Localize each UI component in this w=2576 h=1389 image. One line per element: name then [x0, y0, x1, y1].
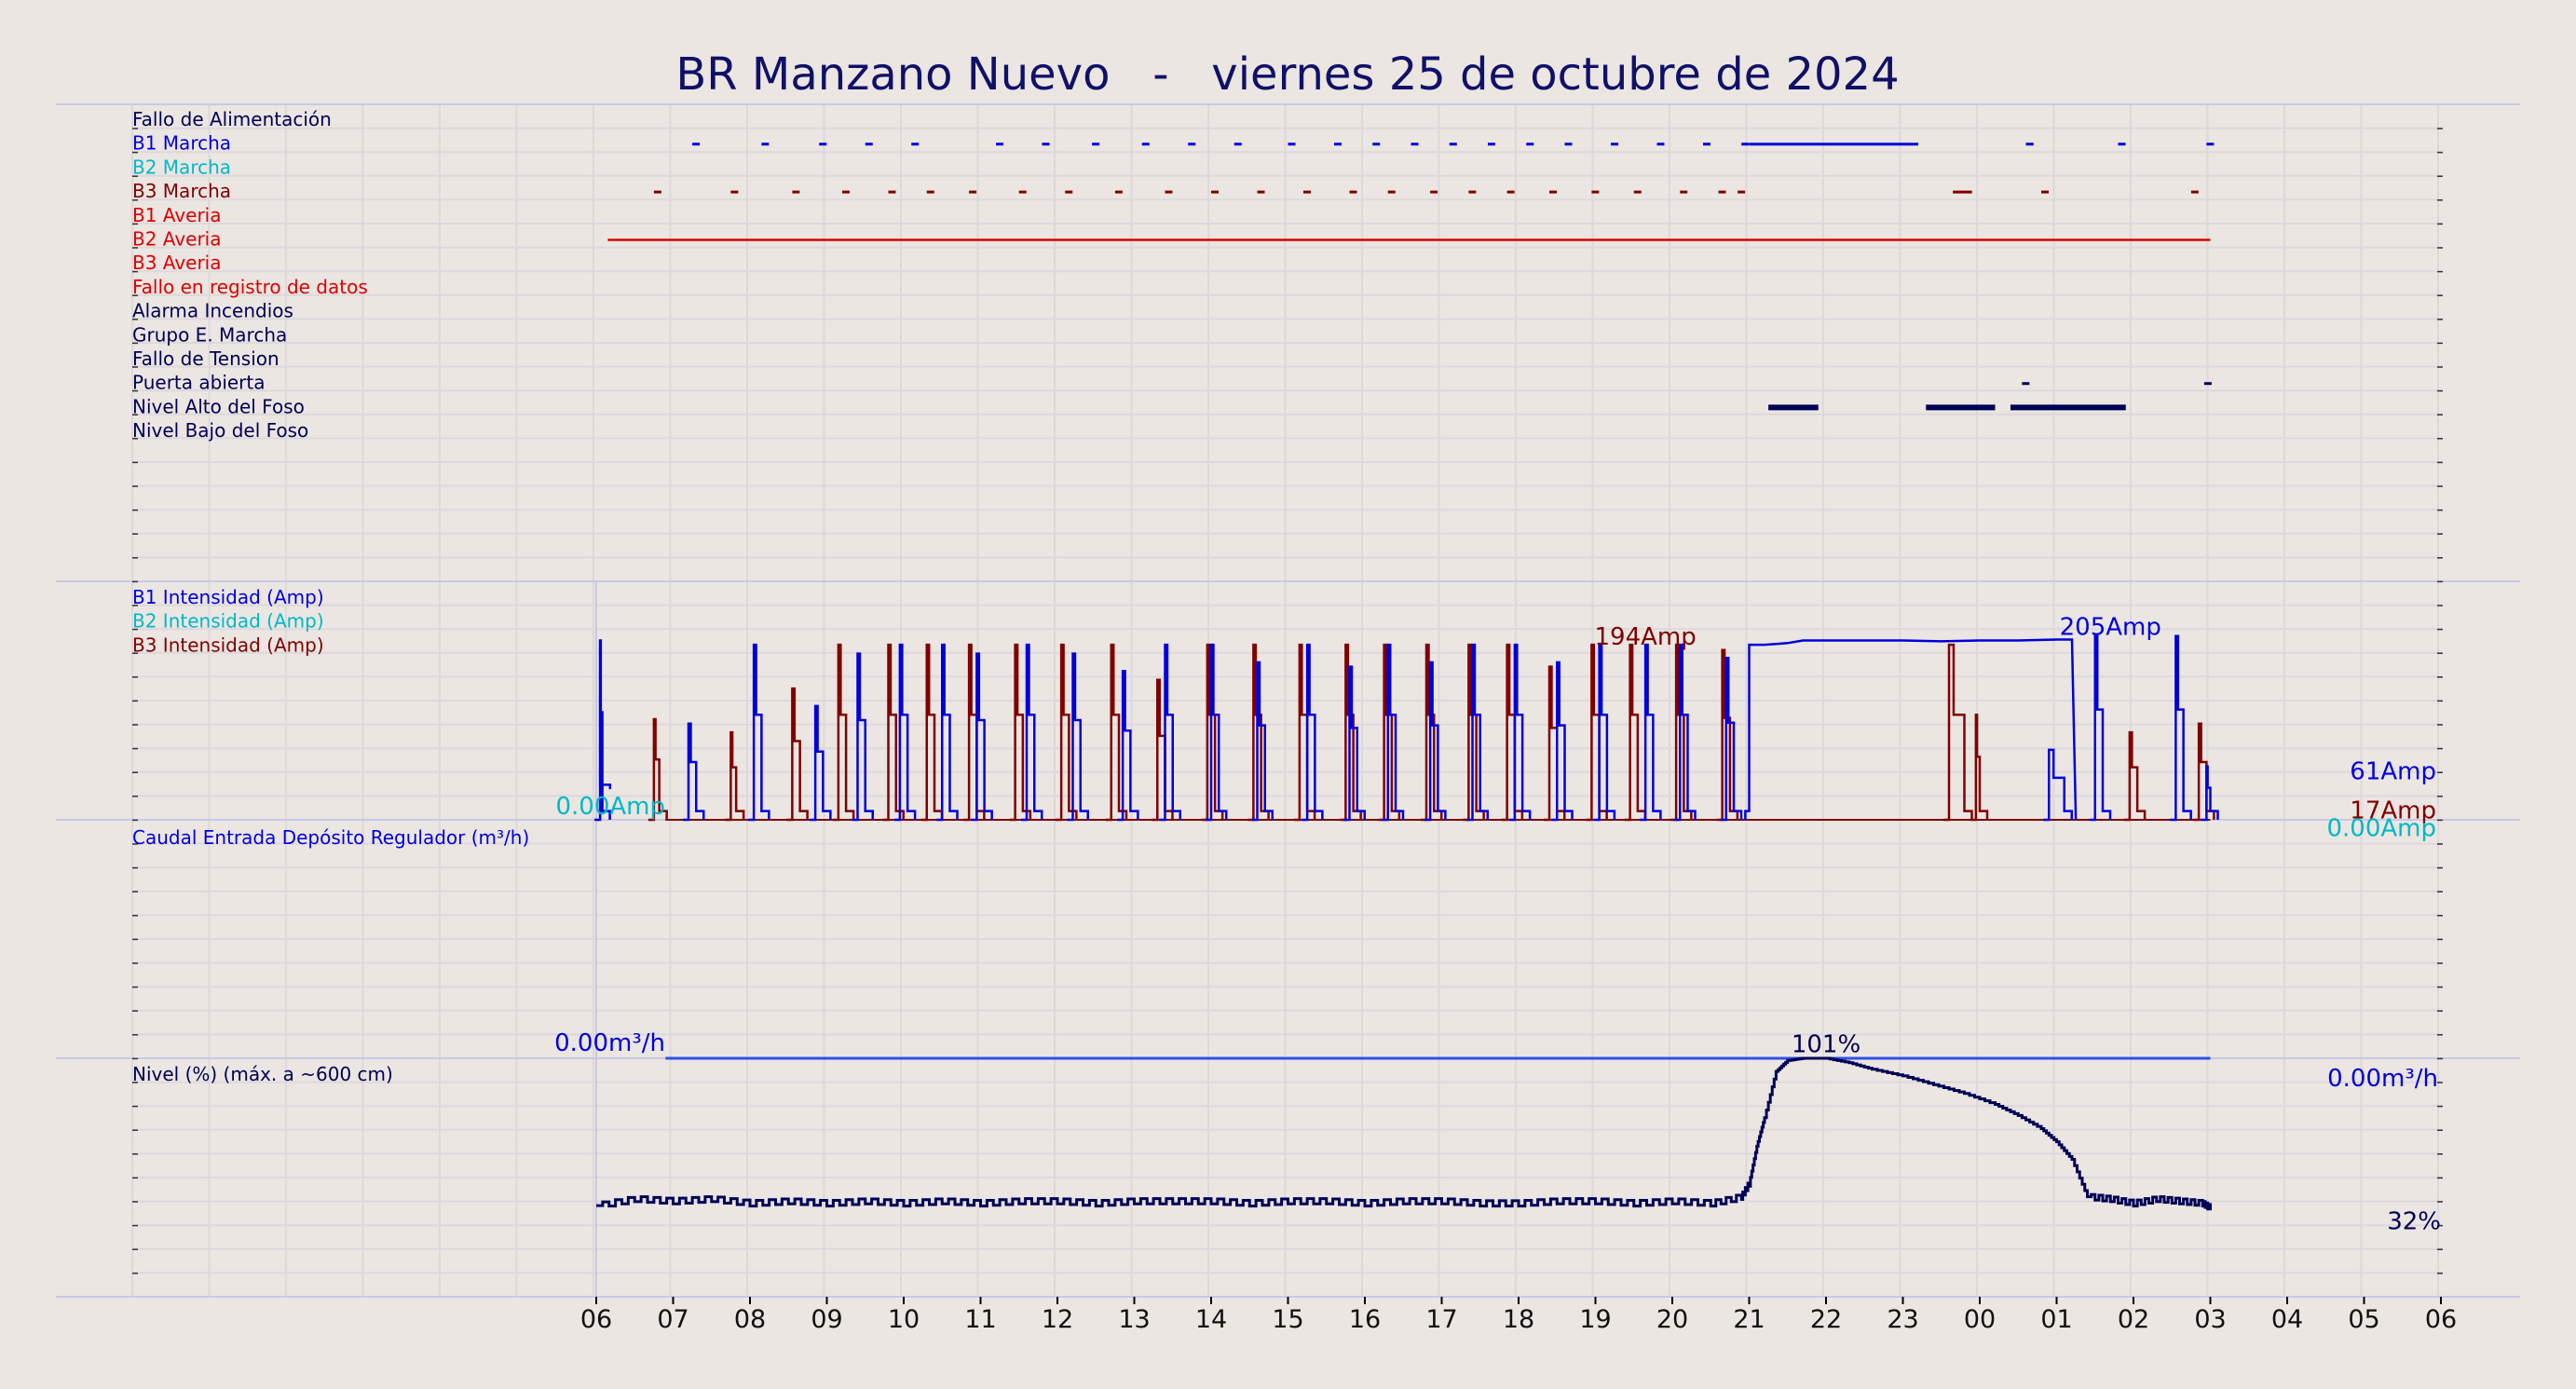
status-label: Alarma Incendios	[132, 300, 293, 322]
x-tick-label: 22	[1810, 1305, 1842, 1334]
current-annotation: 17Amp	[2350, 797, 2436, 825]
x-tick-label: 11	[964, 1305, 996, 1334]
x-tick-label: 16	[1349, 1305, 1381, 1334]
status-label: Fallo en registro de datos	[132, 276, 368, 298]
current-annotation: 205Amp	[2060, 613, 2161, 641]
x-tick-label: 23	[1887, 1305, 1918, 1334]
x-tick-label: 20	[1656, 1305, 1688, 1334]
status-label: B1 Marcha	[132, 132, 231, 155]
status-label: Grupo E. Marcha	[132, 323, 287, 346]
status-label: B3 Marcha	[132, 180, 231, 202]
b3-current-line	[647, 643, 2215, 822]
x-tick-label: 04	[2271, 1305, 2303, 1334]
x-tick-label: 14	[1195, 1305, 1227, 1334]
current-legend-entry: B2 Intensidad (Amp)	[132, 610, 324, 633]
status-label: Puerta abierta	[132, 372, 266, 394]
level-annotation: 101%	[1792, 1031, 1860, 1059]
x-tick-label: 12	[1042, 1305, 1073, 1334]
x-tick-label: 05	[2348, 1305, 2379, 1334]
status-label: B3 Averia	[132, 252, 222, 274]
x-axis: 06 07 08 09 10 11 12 13 14 15 16 17 18 19 20 21 22 23 00 01…	[580, 1297, 2457, 1334]
x-tick-label: 15	[1272, 1305, 1303, 1334]
level-legend-entry: Nivel (%) (máx. a ~600 cm)	[132, 1063, 393, 1085]
x-tick-label: 18	[1503, 1305, 1534, 1334]
x-tick-label: 06	[580, 1305, 612, 1334]
x-tick-label: 00	[1964, 1305, 1996, 1334]
status-label: B2 Marcha	[132, 156, 231, 178]
level-annotation: 32%	[2387, 1207, 2441, 1235]
x-tick-label: 01	[2040, 1305, 2072, 1334]
current-annotation: 0.00Amp	[2326, 814, 2436, 842]
x-tick-label: 08	[734, 1305, 766, 1334]
status-label: Nivel Alto del Foso	[132, 395, 305, 417]
current-legend-entry: B3 Intensidad (Amp)	[132, 633, 324, 656]
flow-annotation: 0.00m³/h	[554, 1029, 665, 1057]
status-label: B1 Averia	[132, 204, 222, 226]
current-legend-entry: B1 Intensidad (Amp)	[132, 586, 324, 608]
x-tick-label: 17	[1425, 1305, 1457, 1334]
flow-legend-entry: Caudal Entrada Depósito Regulador (m³/h)	[132, 826, 529, 849]
b1-long-run	[1744, 638, 2078, 821]
x-tick-label: 09	[811, 1305, 842, 1334]
status-label: Fallo de Tension	[132, 347, 279, 370]
x-tick-label: 21	[1733, 1305, 1765, 1334]
x-tick-label: 03	[2194, 1305, 2226, 1334]
status-label: Fallo de Alimentación	[132, 108, 332, 130]
grid-layer	[56, 103, 2520, 1298]
b1-current-late	[2043, 634, 2219, 822]
level-line	[596, 1056, 2212, 1211]
x-tick-label: 06	[2425, 1305, 2457, 1334]
current-annotation: 194Amp	[1595, 623, 1697, 651]
x-tick-label: 13	[1118, 1305, 1150, 1334]
b1-current-line	[594, 639, 1743, 822]
x-tick-label: 19	[1579, 1305, 1611, 1334]
x-tick-label: 02	[2118, 1305, 2149, 1334]
flow-annotation: 0.00m³/h	[2327, 1065, 2438, 1093]
page-title: BR Manzano Nuevo - viernes 25 de octubre…	[675, 48, 1899, 101]
b1-initial	[598, 640, 612, 790]
status-label: B2 Averia	[132, 228, 222, 251]
x-tick-label: 07	[657, 1305, 688, 1334]
x-tick-label: 10	[888, 1305, 920, 1334]
status-label: Nivel Bajo del Foso	[132, 419, 308, 442]
current-annotation: 61Amp	[2350, 757, 2436, 785]
current-annotation: 0.00Amp	[555, 793, 665, 821]
